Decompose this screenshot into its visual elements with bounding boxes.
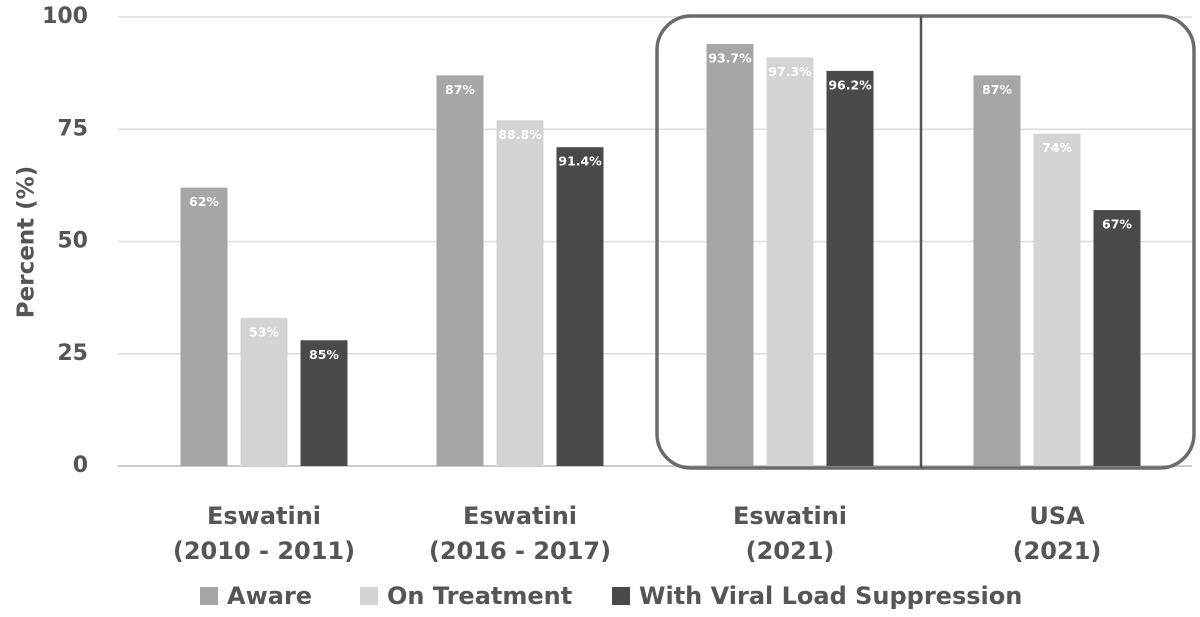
bar <box>706 43 754 466</box>
legend-label: Aware <box>227 582 312 610</box>
data-label: 87% <box>982 82 1012 97</box>
y-tick-label: 100 <box>42 4 88 29</box>
data-label: 96.2% <box>828 77 872 92</box>
legend-swatch <box>360 587 378 605</box>
y-tick-label: 0 <box>73 453 88 478</box>
category-label: Eswatini <box>207 502 321 530</box>
highlight-box-frame <box>655 14 1196 470</box>
bar <box>973 75 1021 467</box>
highlight-box <box>655 14 1196 470</box>
category-label: (2016 - 2017) <box>429 537 611 565</box>
y-axis-label: Percent (%) <box>14 166 40 318</box>
data-label: 67% <box>1102 217 1132 232</box>
bars <box>180 43 1141 467</box>
bar <box>1033 133 1081 467</box>
legend-label: On Treatment <box>387 582 572 610</box>
data-label: 91.4% <box>558 154 602 169</box>
data-label: 93.7% <box>708 50 752 65</box>
data-label: 62% <box>189 194 219 209</box>
data-label: 87% <box>445 82 475 97</box>
data-label: 53% <box>249 324 279 339</box>
bar <box>180 187 228 466</box>
data-labels: 62% 87% 93.7% 87% 53% 88.8% 97.3% 74% 85% 91.4% 96… <box>189 50 1132 361</box>
category-label: (2021) <box>1013 537 1102 565</box>
data-label: 74% <box>1042 140 1072 155</box>
legend: Aware On Treatment With Viral Load Suppres… <box>200 582 1022 610</box>
bar <box>436 75 484 467</box>
legend-swatch <box>200 587 218 605</box>
bar <box>556 147 604 466</box>
bar <box>766 57 814 466</box>
bar <box>1093 210 1141 466</box>
y-tick-label: 25 <box>57 341 88 366</box>
y-tick-label: 50 <box>57 229 88 254</box>
y-tick-labels: 0 25 50 75 100 <box>42 4 88 478</box>
data-label: 97.3% <box>768 64 812 79</box>
bar <box>496 120 544 467</box>
data-label: 85% <box>309 347 339 362</box>
bar <box>826 70 874 466</box>
legend-label: With Viral Load Suppression <box>639 582 1022 610</box>
category-label: Eswatini <box>463 502 577 530</box>
y-tick-label: 75 <box>57 116 88 141</box>
category-label: (2010 - 2011) <box>173 537 355 565</box>
legend-swatch <box>612 587 630 605</box>
category-label: USA <box>1029 502 1085 530</box>
category-labels: Eswatini (2010 - 2011) Eswatini (2016 - 201… <box>173 502 1101 565</box>
category-label: Eswatini <box>733 502 847 530</box>
bar <box>300 340 348 466</box>
category-label: (2021) <box>746 537 835 565</box>
data-label: 88.8% <box>498 127 542 142</box>
bar <box>240 317 288 466</box>
